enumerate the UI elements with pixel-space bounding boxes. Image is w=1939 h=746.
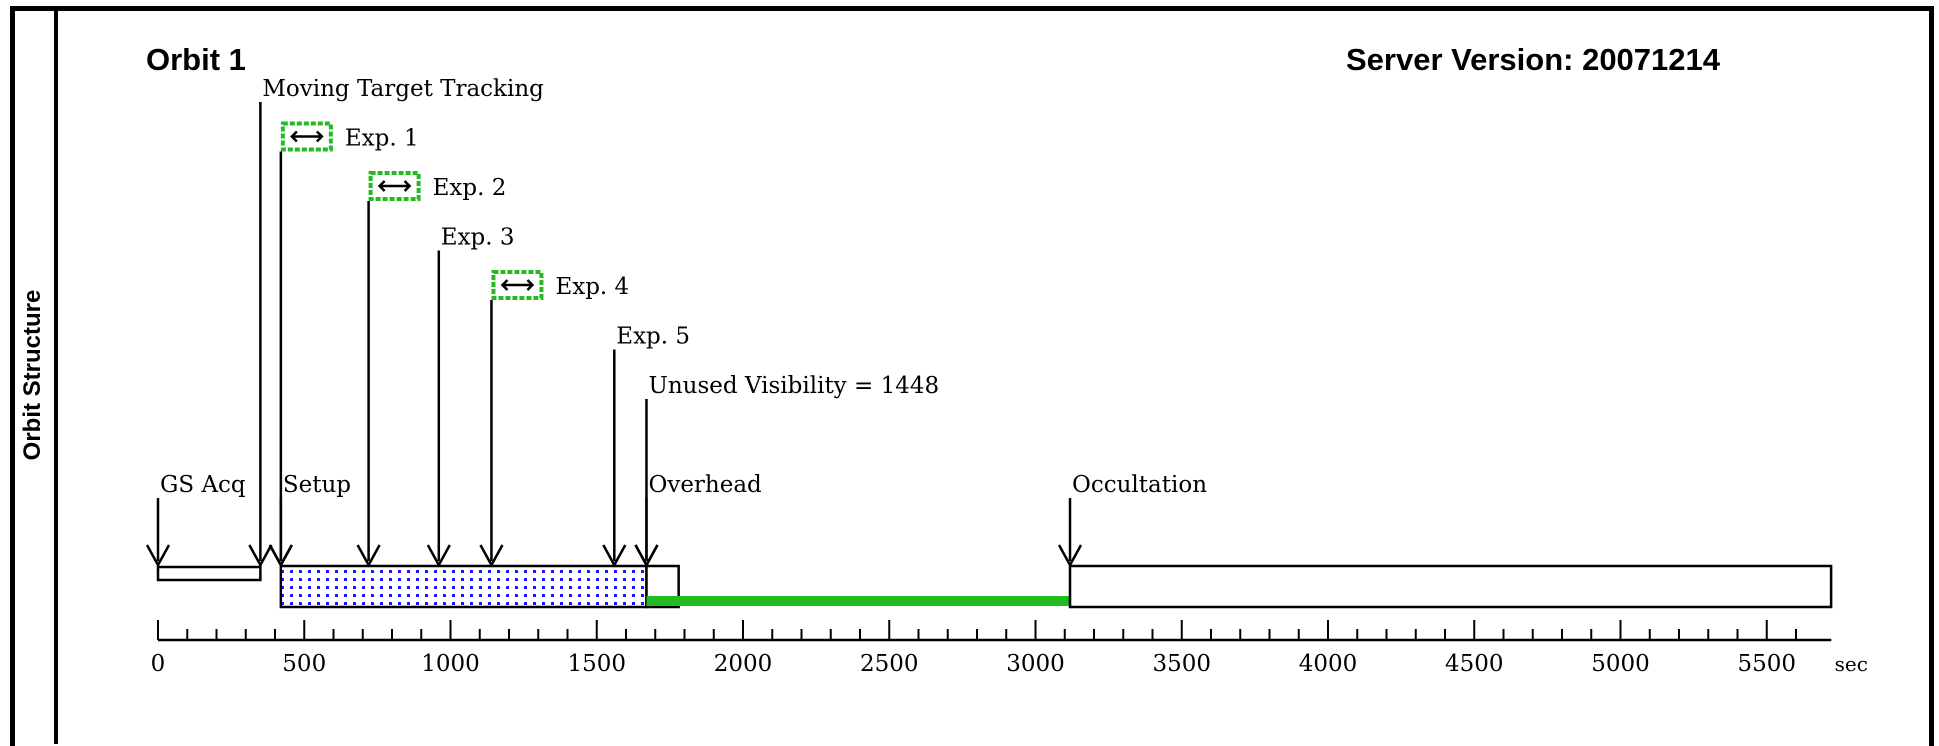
axis-tick-label: 1000	[421, 651, 480, 677]
arrow-down-icon	[356, 544, 381, 568]
server-version: Server Version: 20071214	[1346, 42, 1720, 77]
exp4-marker: Exp. 4	[479, 270, 629, 568]
arrow-down-icon	[479, 544, 504, 568]
axis-tick-label: 4000	[1299, 651, 1358, 677]
arrow-down-icon	[426, 544, 451, 568]
setup-exposure-bar	[279, 564, 648, 609]
exp5-marker: Exp. 5	[602, 324, 690, 568]
occultation-bar	[1068, 564, 1833, 609]
overhead-marker: Overhead	[634, 472, 762, 568]
occultation-marker: Occultation	[1057, 472, 1207, 568]
axis-tick-label: 2500	[860, 651, 919, 677]
axis-tick-label: 3500	[1152, 651, 1211, 677]
double-arrow-icon	[377, 180, 412, 192]
exp5-marker-label: Exp. 5	[616, 324, 690, 350]
exp2-marker: Exp. 2	[356, 171, 507, 568]
arrow-down-icon	[634, 544, 659, 568]
arrow-down-icon	[1057, 544, 1083, 568]
axis-tick-label: 3000	[1006, 651, 1065, 677]
axis-tick-label: 5500	[1737, 651, 1796, 677]
axis-tick-label: 1500	[567, 651, 626, 677]
moving-target-marker-label: Moving Target Tracking	[262, 76, 544, 102]
exp3-marker-label: Exp. 3	[441, 225, 515, 251]
orbit-title: Orbit 1	[146, 42, 246, 77]
axis-unit-label: sec	[1835, 652, 1868, 676]
arrow-down-icon	[248, 544, 273, 568]
arrow-down-icon	[268, 544, 293, 568]
arrow-down-icon	[145, 544, 171, 568]
exp1-marker: Exp. 1	[268, 121, 419, 568]
exp4-marker-label: Exp. 4	[555, 274, 629, 300]
double-arrow-icon	[290, 130, 324, 143]
exp2-marker-label: Exp. 2	[433, 175, 507, 201]
gs-acq-marker: GS Acq	[145, 472, 246, 568]
occultation-marker-label: Occultation	[1072, 472, 1207, 498]
axis-tick-label: 5000	[1591, 651, 1650, 677]
axis-tick-label: 0	[151, 651, 166, 677]
gs-acq-marker-label: GS Acq	[160, 472, 246, 498]
unused-visibility-marker: Unused Visibility = 1448	[634, 373, 939, 568]
arrow-down-icon	[602, 544, 627, 568]
axis-tick-label: 500	[282, 651, 326, 677]
double-arrow-icon	[500, 279, 535, 291]
exp1-marker-label: Exp. 1	[345, 126, 419, 152]
axis-tick-label: 2000	[714, 651, 773, 677]
unused-visibility-bar	[646, 596, 1071, 606]
moving-target-marker: Moving Target Tracking	[248, 76, 544, 568]
axis-tick-label: 4500	[1445, 651, 1504, 677]
setup-marker-label: Setup	[283, 472, 351, 498]
exp3-marker: Exp. 3	[426, 225, 515, 568]
gs-acq-bar	[156, 565, 262, 582]
unused-visibility-marker-label: Unused Visibility = 1448	[648, 373, 939, 399]
overhead-marker-label: Overhead	[648, 472, 762, 498]
side-divider	[54, 6, 58, 744]
orbit-structure-frame	[10, 6, 1934, 746]
